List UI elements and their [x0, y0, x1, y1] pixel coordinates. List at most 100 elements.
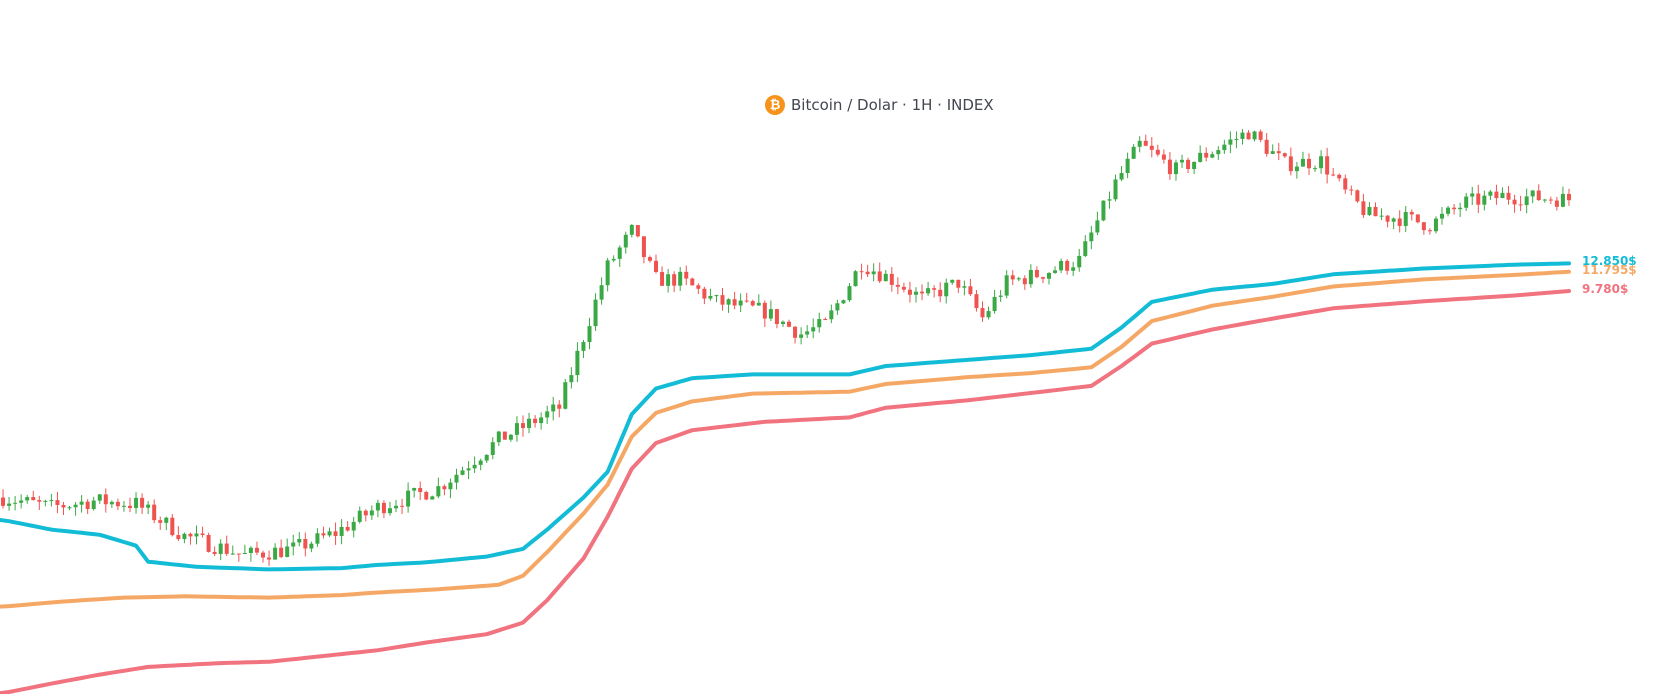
candle	[920, 284, 925, 301]
candle	[442, 484, 447, 496]
candle	[176, 526, 181, 542]
candle-body	[1331, 174, 1336, 176]
candle-body	[1167, 159, 1172, 175]
candle-body	[430, 496, 435, 500]
candle	[1137, 136, 1142, 153]
band-line-low	[0, 289, 1571, 694]
candle-body	[369, 510, 374, 516]
candle-body	[575, 350, 580, 376]
candle	[1053, 266, 1058, 274]
candle	[224, 535, 229, 556]
candle	[1306, 153, 1311, 175]
candle	[799, 327, 804, 345]
candle	[690, 277, 695, 286]
candle	[73, 502, 78, 516]
candle	[1500, 187, 1505, 199]
candle-body	[1560, 193, 1565, 207]
candle-body	[1440, 213, 1445, 219]
candle	[170, 514, 175, 537]
candle-body	[1313, 168, 1318, 170]
candle-body	[1071, 267, 1076, 271]
candle	[605, 257, 610, 292]
candle-body	[424, 492, 429, 500]
candle	[103, 488, 108, 513]
candle-body	[454, 474, 459, 483]
candle-body	[938, 289, 943, 297]
candle	[472, 456, 477, 473]
candle	[992, 289, 997, 314]
candle	[696, 283, 701, 294]
candle	[805, 325, 810, 338]
chart-title: ₿ Bitcoin / Dolar · 1H · INDEX	[765, 94, 994, 116]
candle	[164, 516, 169, 531]
candle	[375, 499, 380, 518]
candle-body	[1403, 211, 1408, 226]
candle	[496, 430, 501, 446]
candle	[1530, 190, 1535, 204]
candle	[127, 497, 132, 513]
candle	[527, 412, 532, 434]
candle	[557, 400, 562, 418]
candle-body	[1113, 179, 1118, 200]
candle	[1047, 272, 1052, 285]
candle	[1264, 132, 1269, 157]
candle-body	[273, 547, 278, 560]
candle	[780, 320, 785, 327]
candle	[514, 416, 519, 442]
candle-body	[871, 271, 876, 275]
candle-body	[557, 404, 562, 409]
candle	[37, 495, 42, 510]
candle-body	[678, 271, 683, 286]
candle-body	[780, 321, 785, 325]
candle-body	[267, 557, 272, 560]
candle-body	[1542, 199, 1547, 201]
candle-body	[1137, 140, 1142, 147]
candle	[635, 225, 640, 238]
candle	[387, 501, 392, 516]
candle-body	[315, 533, 320, 544]
candle	[1282, 152, 1287, 159]
candle-body	[968, 286, 973, 295]
candle	[611, 255, 616, 263]
candle	[478, 458, 483, 471]
candle-body	[1125, 158, 1130, 174]
candle	[853, 270, 858, 287]
candle-body	[1506, 192, 1511, 200]
candle-body	[61, 504, 66, 508]
candle	[1222, 139, 1227, 154]
candle-body	[1397, 218, 1402, 226]
candle	[1113, 174, 1118, 202]
candle-body	[285, 546, 290, 557]
candle	[1560, 186, 1565, 208]
candle-body	[182, 533, 187, 540]
candle-body	[950, 279, 955, 283]
candle-body	[841, 300, 846, 304]
candle-body	[224, 543, 229, 554]
candle-body	[762, 302, 767, 319]
candle	[744, 292, 749, 303]
candle-body	[1186, 159, 1191, 169]
candle	[13, 496, 18, 511]
candle-body	[97, 494, 102, 501]
candle	[1548, 196, 1553, 205]
candle-body	[980, 308, 985, 318]
candle	[466, 461, 471, 480]
candle-body	[756, 302, 761, 306]
candle	[418, 481, 423, 501]
chart-title-text: Bitcoin / Dolar · 1H · INDEX	[791, 96, 994, 114]
candle	[889, 267, 894, 292]
candle	[1349, 185, 1354, 196]
candle	[1319, 150, 1324, 174]
candle	[714, 294, 719, 303]
candle	[267, 550, 272, 566]
candle	[1228, 131, 1233, 154]
candle-body	[406, 490, 411, 507]
candle-body	[279, 547, 284, 557]
candle-body	[236, 553, 241, 555]
candle	[974, 290, 979, 312]
candle	[998, 290, 1003, 302]
candle	[448, 478, 453, 499]
candle-body	[1446, 207, 1451, 214]
candle	[248, 546, 253, 562]
